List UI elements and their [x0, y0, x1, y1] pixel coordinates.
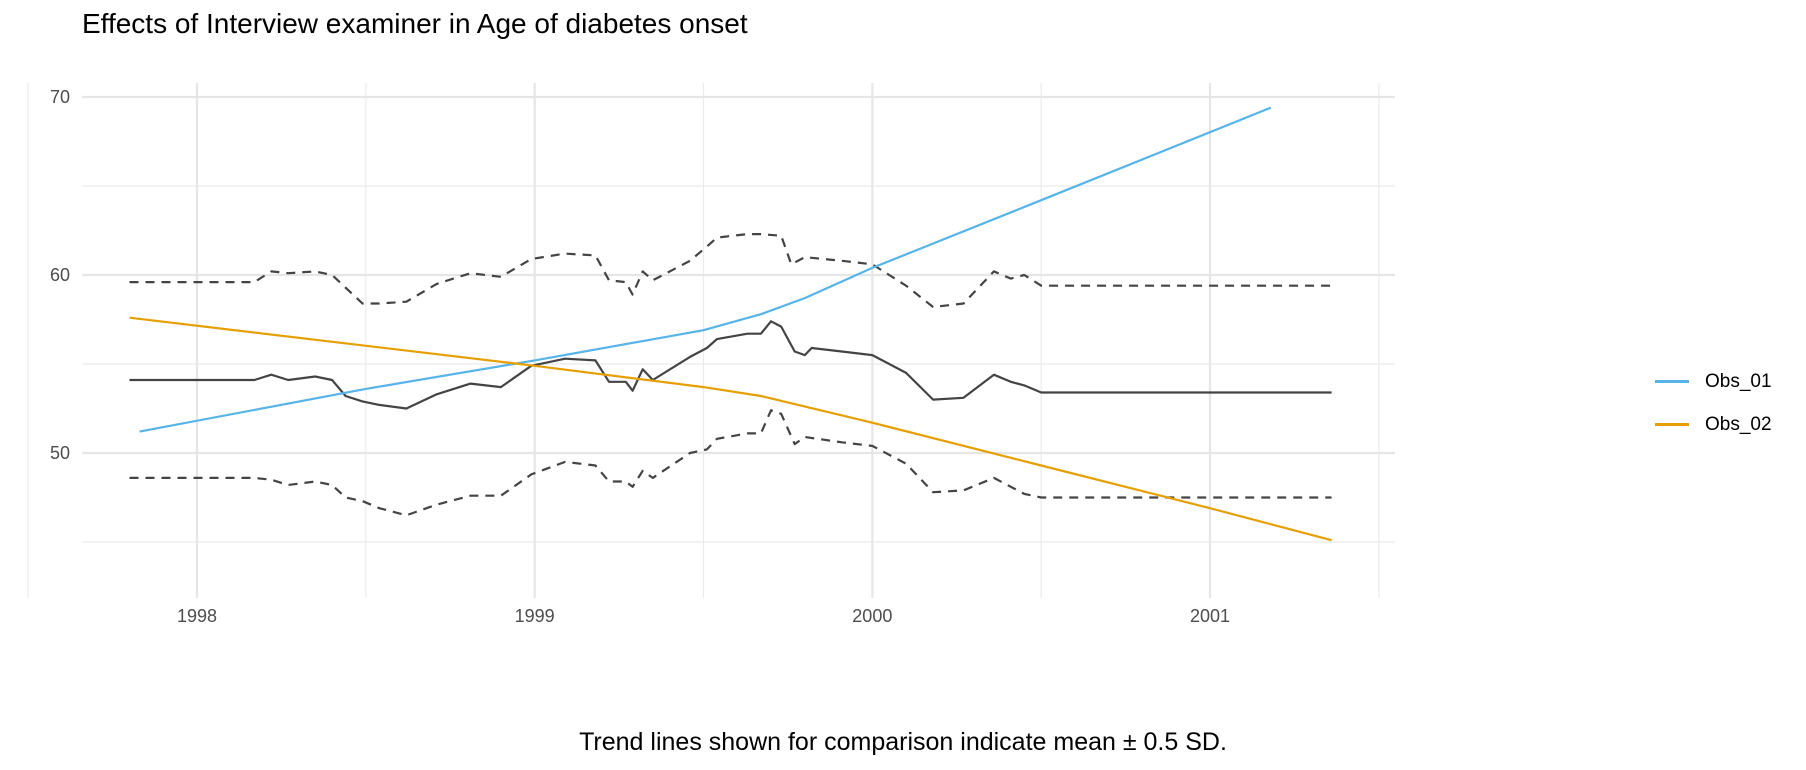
legend-item-obs-02[interactable]: Obs_02: [1655, 403, 1772, 446]
x-tick-label: 1998: [177, 606, 217, 626]
x-tick-label: 2001: [1190, 606, 1230, 626]
series-line-mean: [129, 320, 1332, 410]
series-lines: [129, 106, 1332, 542]
y-axis-ticks: 50 60 70: [50, 87, 70, 463]
y-tick-label: 50: [50, 443, 70, 463]
legend-swatch-obs-02: [1655, 423, 1689, 426]
x-tick-label: 1999: [515, 606, 555, 626]
series-line-mean-0-5-sd: [129, 409, 1332, 517]
legend-swatch-obs-01: [1655, 380, 1689, 383]
major-gridlines: [82, 83, 1395, 598]
chart-caption: Trend lines shown for comparison indicat…: [579, 728, 1227, 756]
x-axis-ticks: 1998 1999 2000 2001: [177, 606, 1230, 626]
legend: Obs_01 Obs_02: [1655, 360, 1772, 446]
x-tick-label: 2000: [852, 606, 892, 626]
legend-label-obs-02: Obs_02: [1705, 413, 1772, 435]
series-line-mean-0-5-sd: [129, 233, 1332, 309]
legend-item-obs-01[interactable]: Obs_01: [1655, 360, 1772, 403]
series-line-obs-01: [139, 106, 1272, 433]
legend-label-obs-01: Obs_01: [1705, 370, 1772, 392]
minor-gridlines: [27, 83, 1395, 598]
chart-title: Effects of Interview examiner in Age of …: [82, 8, 748, 39]
line-chart: 50 60 70 1998 1999 2000 2001: [27, 83, 1395, 626]
y-tick-label: 60: [50, 265, 70, 285]
y-tick-label: 70: [50, 87, 70, 107]
series-line-obs-02: [129, 316, 1332, 542]
